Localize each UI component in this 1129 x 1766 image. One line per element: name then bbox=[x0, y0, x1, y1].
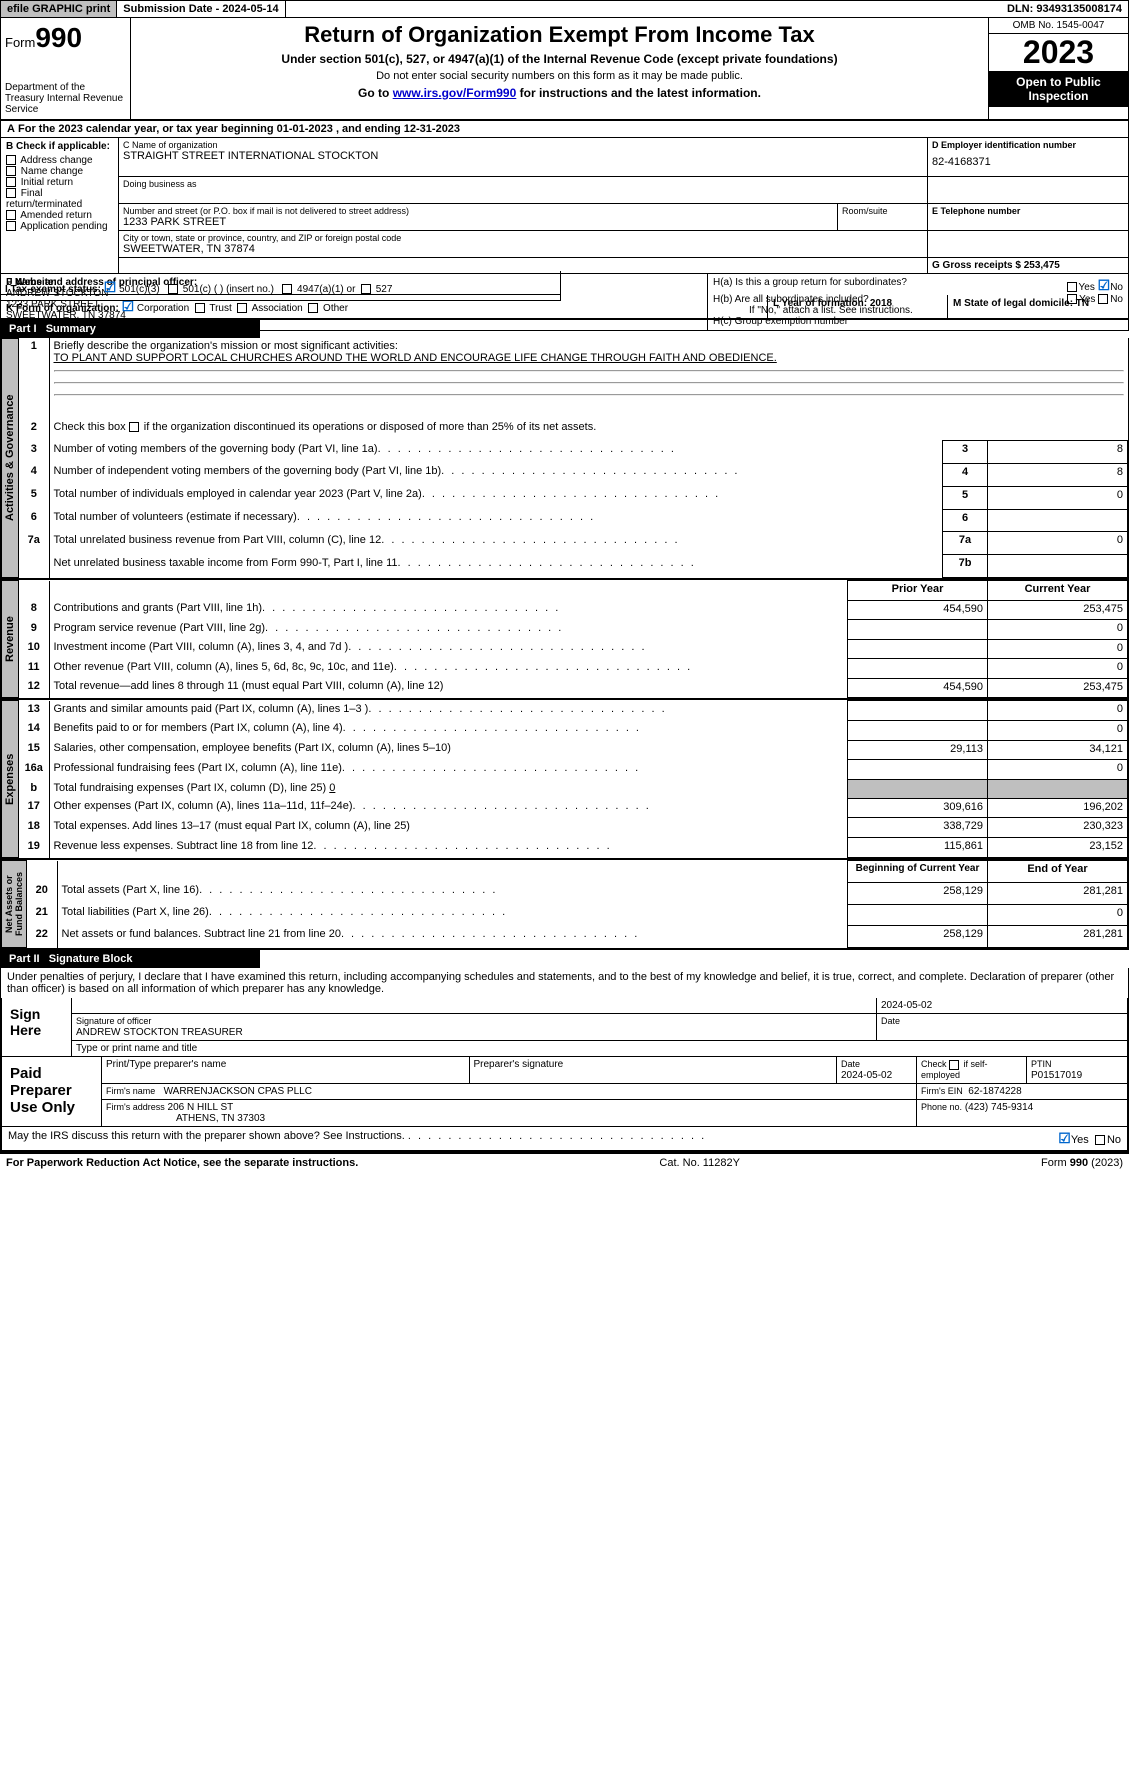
phone-field: E Telephone number bbox=[928, 204, 1128, 230]
public-inspection: Open to Public Inspection bbox=[989, 71, 1128, 107]
check-app-pending[interactable] bbox=[6, 221, 16, 231]
sign-here-label: Sign Here bbox=[2, 998, 72, 1056]
check-name-change[interactable] bbox=[6, 166, 16, 176]
calendar-year-line: A For the 2023 calendar year, or tax yea… bbox=[0, 121, 1129, 138]
check-self-employed[interactable] bbox=[949, 1060, 959, 1070]
form-header: Form990 Department of the Treasury Inter… bbox=[0, 18, 1129, 121]
governance-table: 1 Briefly describe the organization's mi… bbox=[19, 338, 1128, 578]
form-title: Return of Organization Exempt From Incom… bbox=[139, 22, 980, 48]
form-subtitle: Under section 501(c), 527, or 4947(a)(1)… bbox=[139, 52, 980, 66]
ssn-warning: Do not enter social security numbers on … bbox=[139, 70, 980, 82]
check-final-return[interactable] bbox=[6, 188, 16, 198]
org-name-field: C Name of organization STRAIGHT STREET I… bbox=[119, 138, 928, 176]
efile-print-button[interactable]: efile GRAPHIC print bbox=[1, 1, 117, 17]
paid-preparer-label: Paid Preparer Use Only bbox=[2, 1057, 102, 1126]
omb-number: OMB No. 1545-0047 bbox=[989, 18, 1128, 34]
check-amended[interactable] bbox=[6, 210, 16, 220]
gross-receipts: G Gross receipts $ 253,475 bbox=[928, 258, 1128, 273]
section-b: B Check if applicable: Address change Na… bbox=[1, 138, 119, 273]
submission-date: Submission Date - 2024-05-14 bbox=[117, 1, 285, 17]
check-trust[interactable] bbox=[195, 303, 205, 313]
dba-field: Doing business as bbox=[119, 177, 928, 203]
legal-domicile: M State of legal domicile: TN bbox=[948, 295, 1128, 318]
irs-discuss: May the IRS discuss this return with the… bbox=[2, 1127, 1127, 1150]
mission-text: TO PLANT AND SUPPORT LOCAL CHURCHES AROU… bbox=[54, 352, 777, 364]
footer: For Paperwork Reduction Act Notice, see … bbox=[0, 1152, 1129, 1172]
signature-block: Sign Here 2024-05-02 Signature of office… bbox=[0, 998, 1129, 1152]
discuss-no[interactable] bbox=[1095, 1135, 1105, 1145]
perjury-statement: Under penalties of perjury, I declare th… bbox=[0, 968, 1129, 998]
room-field: Room/suite bbox=[838, 204, 928, 230]
year-formation: L Year of formation: 2018 bbox=[768, 295, 948, 318]
check-initial-return[interactable] bbox=[6, 177, 16, 187]
ha-yes[interactable] bbox=[1067, 282, 1077, 292]
form-number: Form990 bbox=[5, 22, 126, 54]
topbar: efile GRAPHIC print Submission Date - 20… bbox=[0, 0, 1129, 18]
instructions-link[interactable]: www.irs.gov/Form990 bbox=[393, 86, 517, 100]
part2-header: Part II Signature Block bbox=[0, 950, 260, 968]
vlabel-netassets: Net Assets or Fund Balances bbox=[1, 860, 27, 948]
check-address-change[interactable] bbox=[6, 155, 16, 165]
netassets-table: Beginning of Current YearEnd of Year 20T… bbox=[27, 860, 1128, 948]
dln: DLN: 93493135008174 bbox=[1001, 1, 1128, 17]
check-assoc[interactable] bbox=[237, 303, 247, 313]
vlabel-governance: Activities & Governance bbox=[1, 338, 19, 578]
instructions-line: Go to www.irs.gov/Form990 for instructio… bbox=[139, 86, 980, 100]
dept-label: Department of the Treasury Internal Reve… bbox=[5, 82, 126, 115]
tax-year: 2023 bbox=[989, 34, 1128, 71]
vlabel-expenses: Expenses bbox=[1, 700, 19, 858]
city-field: City or town, state or province, country… bbox=[119, 231, 928, 257]
website-field: J Website: bbox=[1, 271, 560, 294]
vlabel-revenue: Revenue bbox=[1, 580, 19, 698]
check-discontinued[interactable] bbox=[129, 422, 139, 432]
ein-field: D Employer identification number 82-4168… bbox=[928, 138, 1128, 176]
street-field: Number and street (or P.O. box if mail i… bbox=[119, 204, 838, 230]
expenses-table: 13Grants and similar amounts paid (Part … bbox=[19, 700, 1128, 858]
check-other[interactable] bbox=[308, 303, 318, 313]
revenue-table: Prior YearCurrent Year 8Contributions an… bbox=[19, 580, 1128, 698]
